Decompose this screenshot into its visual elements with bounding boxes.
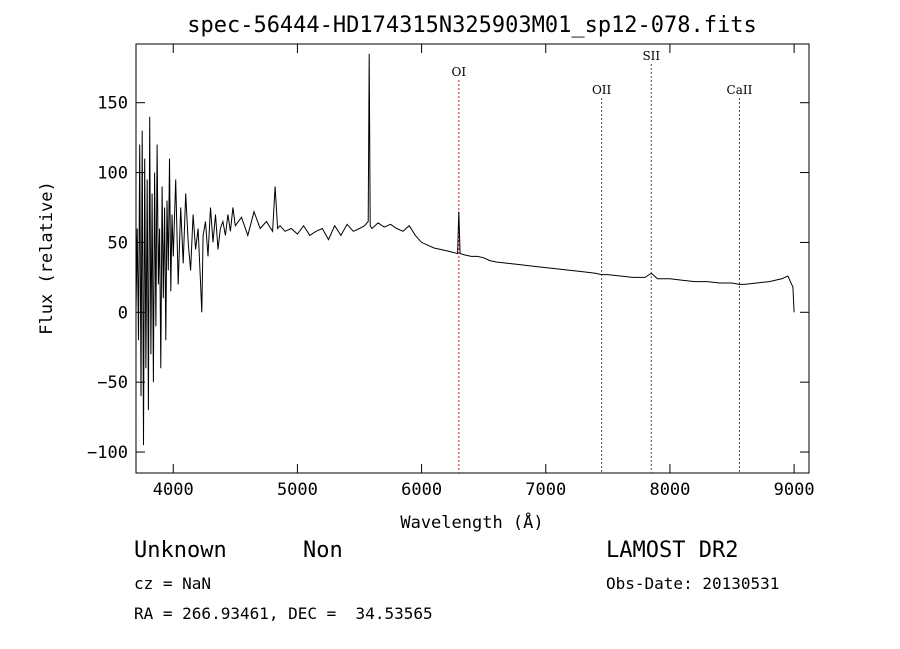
- plot-frame: [135, 43, 810, 474]
- line-marker-label: SII: [642, 49, 660, 63]
- line-marker-label: CaII: [727, 83, 753, 97]
- x-tick-label: 5000: [277, 480, 318, 500]
- y-tick-label: −50: [97, 373, 128, 393]
- class-label: Unknown: [134, 538, 227, 563]
- subclass-label: Non: [303, 538, 343, 563]
- line-marker-label: OI: [452, 65, 467, 79]
- y-tick-label: 150: [97, 94, 128, 114]
- y-tick-label: 50: [108, 233, 128, 253]
- y-tick-label: 0: [118, 303, 128, 323]
- spectrum-line: [135, 53, 795, 446]
- x-tick-label: 8000: [649, 480, 690, 500]
- x-tick-label: 6000: [401, 480, 442, 500]
- obs-date-label: Obs-Date: 20130531: [606, 574, 780, 593]
- x-tick-label: 4000: [153, 480, 194, 500]
- x-axis-label: Wavelength (Å): [400, 511, 543, 533]
- y-axis-label: Flux (relative): [37, 181, 57, 335]
- axis-ticks: 4000 5000 6000 7000 8000 9000 −100 −50 0 50 100 150: [87, 44, 815, 500]
- coordinates-label: RA = 266.93461, DEC = 34.53565: [134, 604, 433, 623]
- x-tick-label: 9000: [774, 480, 815, 500]
- spectral-line-markers: OI OII SII CaII: [452, 49, 753, 473]
- survey-label: LAMOST DR2: [606, 538, 739, 563]
- x-tick-label: 7000: [525, 480, 566, 500]
- chart-title: spec-56444-HD174315N325903M01_sp12-078.f…: [187, 13, 757, 38]
- y-tick-label: −100: [87, 443, 128, 463]
- redshift-label: cz = NaN: [134, 574, 212, 593]
- line-marker-label: OII: [592, 83, 612, 97]
- y-tick-label: 100: [97, 164, 128, 184]
